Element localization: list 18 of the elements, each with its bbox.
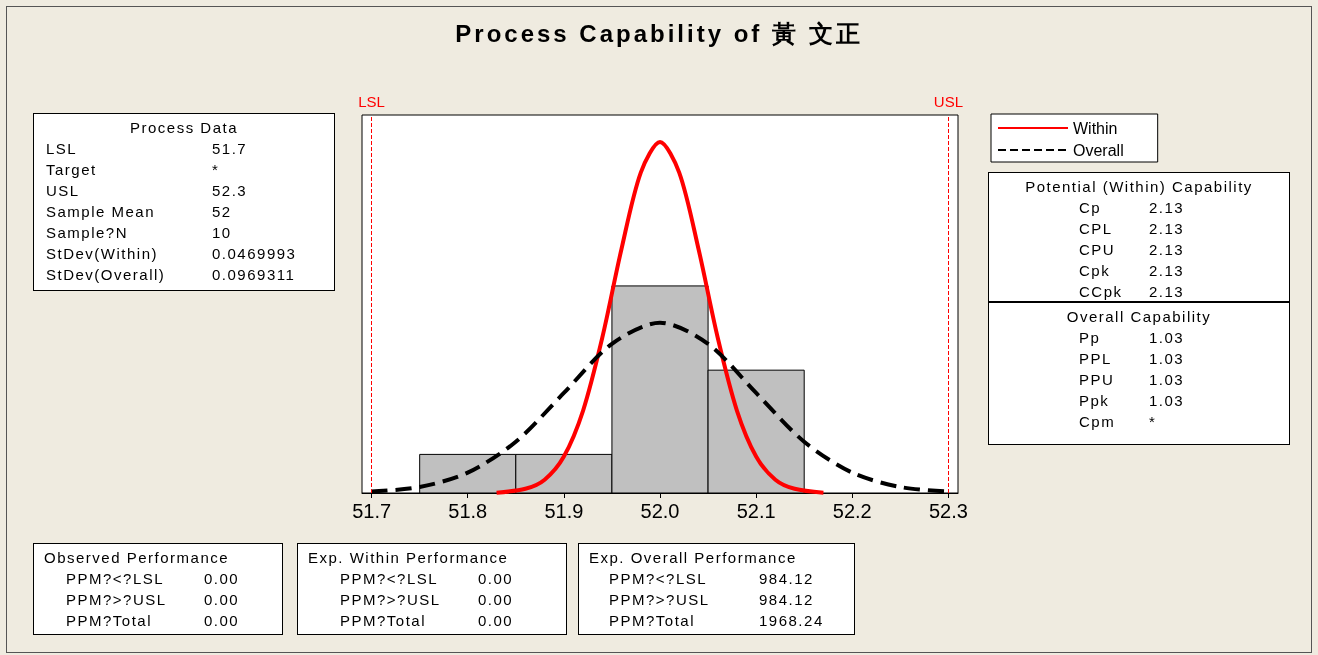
ref-line-label: USL [933, 93, 963, 110]
text: Overall Capability Pp 1.03 PPL 1.03 PPU 1.03 Ppk 1.03 Cpm * [1066, 308, 1212, 430]
text: Exp. Overall Performance PPM?<?LSL 984.12 PPM?>?USL 984.12 PPM?Total 1968.24 [589, 549, 824, 629]
x-tick-label: 51.9 [544, 500, 584, 522]
x-tick-label: 52.0 [640, 500, 680, 522]
x-tick-label: 52.3 [928, 500, 968, 522]
text: Observed Performance PPM?<?LSL 0.00 PPM?>?USL 0.00 PPM?Total 0.00 [44, 549, 240, 629]
legend-label: Within [1073, 119, 1118, 137]
text: Potential (Within) Capability Cp 2.13 CPL 2.13 CPU 2.13 Cpk 2.13 CCpk 2.13 [1025, 178, 1253, 300]
text: Process Data LSL 51.7 Target * USL 52.3 Sample Mean 52 Sample?N 10 StDev(Within) 0.0469993 StDev(Overall) 0.0969311 [46, 119, 297, 283]
x-tick-label: 52.2 [832, 500, 872, 522]
ref-line-label: LSL [358, 93, 385, 110]
x-tick-label: 51.8 [448, 500, 488, 522]
chart-title: Process Capability of 黃 文正 [454, 19, 864, 49]
text: Exp. Within Performance PPM?<?LSL 0.00 PPM?>?USL 0.00 PPM?Total 0.00 [308, 549, 514, 629]
legend-label: Overall [1073, 141, 1124, 159]
x-tick-label: 51.7 [352, 500, 392, 522]
x-tick-label: 52.1 [736, 500, 776, 522]
